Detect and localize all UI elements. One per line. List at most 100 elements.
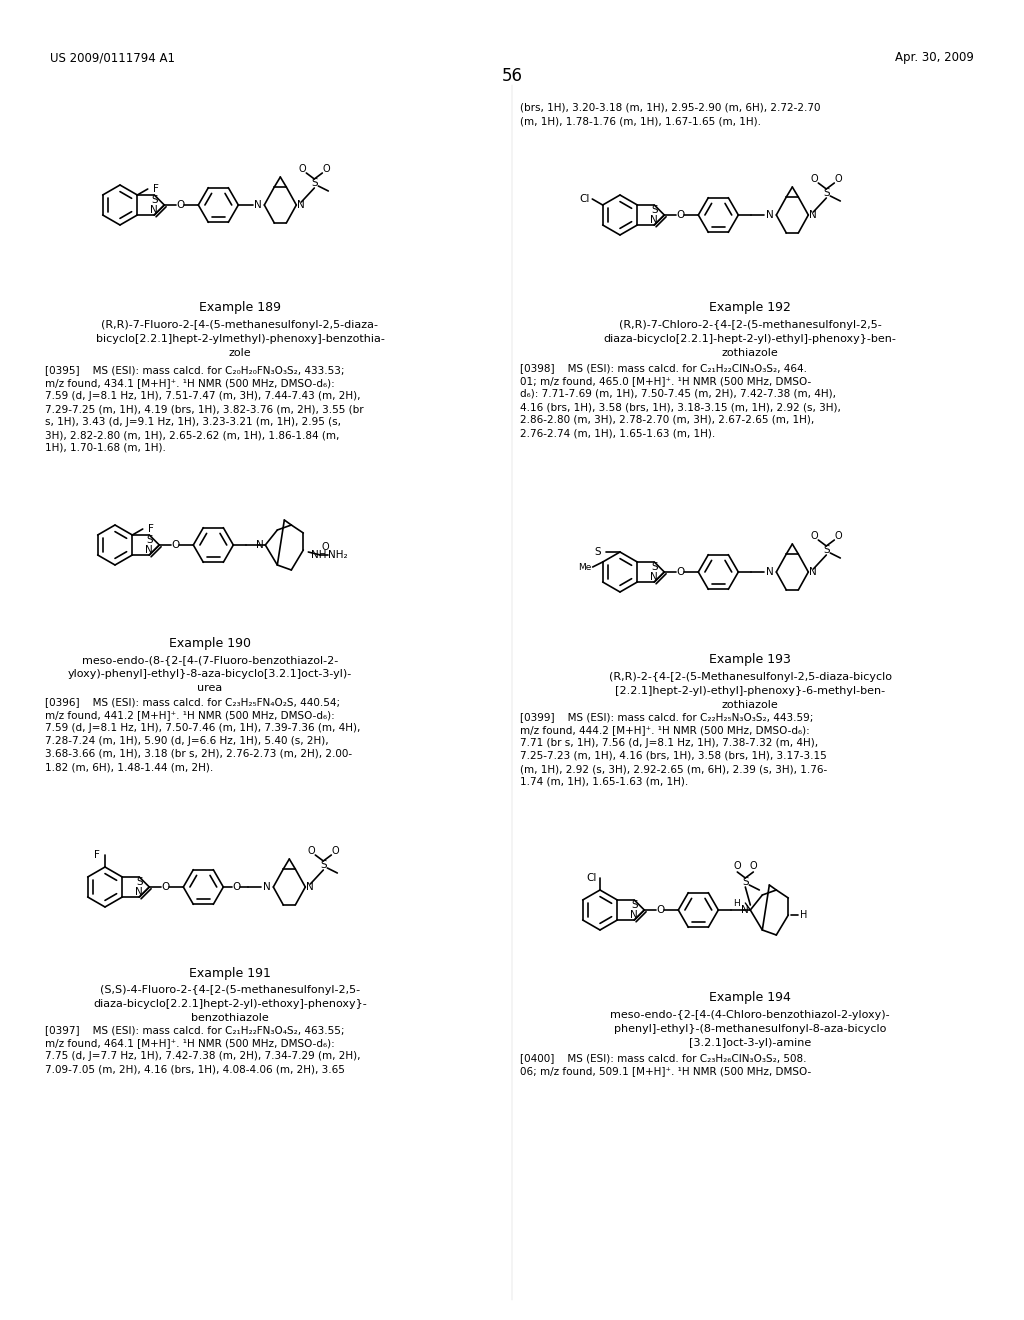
- Text: [0396]    MS (ESI): mass calcd. for C₂₃H₂₅FN₄O₂S, 440.54;: [0396] MS (ESI): mass calcd. for C₂₃H₂₅F…: [45, 697, 340, 708]
- Text: O: O: [811, 531, 818, 541]
- Text: Example 194: Example 194: [709, 991, 791, 1005]
- Text: 7.59 (d, J=8.1 Hz, 1H), 7.50-7.46 (m, 1H), 7.39-7.36 (m, 4H),: 7.59 (d, J=8.1 Hz, 1H), 7.50-7.46 (m, 1H…: [45, 723, 360, 733]
- Text: (S,S)-4-Fluoro-2-{4-[2-(5-methanesulfonyl-2,5-: (S,S)-4-Fluoro-2-{4-[2-(5-methanesulfony…: [100, 985, 360, 995]
- Text: d₆): 7.71-7.69 (m, 1H), 7.50-7.45 (m, 2H), 7.42-7.38 (m, 4H),: d₆): 7.71-7.69 (m, 1H), 7.50-7.45 (m, 2H…: [520, 389, 836, 399]
- Text: N: N: [650, 572, 658, 582]
- Text: N: N: [256, 540, 264, 550]
- Text: 01; m/z found, 465.0 [M+H]⁺. ¹H NMR (500 MHz, DMSO-: 01; m/z found, 465.0 [M+H]⁺. ¹H NMR (500…: [520, 376, 811, 385]
- Text: 1.82 (m, 6H), 1.48-1.44 (m, 2H).: 1.82 (m, 6H), 1.48-1.44 (m, 2H).: [45, 762, 213, 772]
- Text: 7.28-7.24 (m, 1H), 5.90 (d, J=6.6 Hz, 1H), 5.40 (s, 2H),: 7.28-7.24 (m, 1H), 5.90 (d, J=6.6 Hz, 1H…: [45, 737, 329, 746]
- Text: 56: 56: [502, 67, 522, 84]
- Text: urea: urea: [198, 682, 222, 693]
- Text: benzothiazole: benzothiazole: [191, 1012, 269, 1023]
- Text: zothiazole: zothiazole: [722, 348, 778, 358]
- Text: N: N: [254, 201, 262, 210]
- Text: O: O: [835, 174, 842, 183]
- Text: O: O: [299, 164, 306, 174]
- Text: Cl: Cl: [580, 194, 590, 205]
- Text: F: F: [147, 524, 154, 535]
- Text: N: N: [766, 210, 774, 220]
- Text: m/z found, 464.1 [M+H]⁺. ¹H NMR (500 MHz, DMSO-d₆):: m/z found, 464.1 [M+H]⁺. ¹H NMR (500 MHz…: [45, 1038, 335, 1048]
- Text: 7.29-7.25 (m, 1H), 4.19 (brs, 1H), 3.82-3.76 (m, 2H), 3.55 (br: 7.29-7.25 (m, 1H), 4.19 (brs, 1H), 3.82-…: [45, 404, 364, 414]
- Text: O: O: [176, 201, 184, 210]
- Text: zole: zole: [228, 348, 251, 358]
- Text: S: S: [146, 535, 153, 545]
- Text: S: S: [742, 876, 749, 887]
- Text: N: N: [650, 215, 658, 224]
- Text: S: S: [631, 900, 638, 909]
- Text: 1H), 1.70-1.68 (m, 1H).: 1H), 1.70-1.68 (m, 1H).: [45, 444, 166, 453]
- Text: O: O: [676, 568, 684, 577]
- Text: N: N: [631, 909, 638, 920]
- Text: m/z found, 434.1 [M+H]⁺. ¹H NMR (500 MHz, DMSO-d₆):: m/z found, 434.1 [M+H]⁺. ¹H NMR (500 MHz…: [45, 378, 335, 388]
- Text: O: O: [307, 846, 315, 855]
- Text: 4.16 (brs, 1H), 3.58 (brs, 1H), 3.18-3.15 (m, 1H), 2.92 (s, 3H),: 4.16 (brs, 1H), 3.58 (brs, 1H), 3.18-3.1…: [520, 403, 841, 412]
- Text: m/z found, 444.2 [M+H]⁺. ¹H NMR (500 MHz, DMSO-d₆):: m/z found, 444.2 [M+H]⁺. ¹H NMR (500 MHz…: [520, 725, 810, 735]
- Text: [0400]    MS (ESI): mass calcd. for C₂₃H₂₆ClN₃O₃S₂, 508.: [0400] MS (ESI): mass calcd. for C₂₃H₂₆C…: [520, 1053, 807, 1063]
- Text: N: N: [135, 887, 143, 898]
- Text: Example 189: Example 189: [199, 301, 281, 314]
- Text: Example 192: Example 192: [709, 301, 791, 314]
- Text: O: O: [232, 882, 241, 892]
- Text: O: O: [733, 861, 741, 871]
- Text: 7.59 (d, J=8.1 Hz, 1H), 7.51-7.47 (m, 3H), 7.44-7.43 (m, 2H),: 7.59 (d, J=8.1 Hz, 1H), 7.51-7.47 (m, 3H…: [45, 391, 360, 401]
- Text: 3.68-3.66 (m, 1H), 3.18 (br s, 2H), 2.76-2.73 (m, 2H), 2.00-: 3.68-3.66 (m, 1H), 3.18 (br s, 2H), 2.76…: [45, 748, 352, 759]
- Text: F: F: [94, 850, 100, 861]
- Text: phenyl]-ethyl}-(8-methanesulfonyl-8-aza-bicyclo: phenyl]-ethyl}-(8-methanesulfonyl-8-aza-…: [613, 1024, 886, 1034]
- Text: O: O: [811, 174, 818, 183]
- Text: 7.09-7.05 (m, 2H), 4.16 (brs, 1H), 4.08-4.06 (m, 2H), 3.65: 7.09-7.05 (m, 2H), 4.16 (brs, 1H), 4.08-…: [45, 1064, 345, 1074]
- Text: N: N: [263, 882, 271, 892]
- Text: O: O: [835, 531, 842, 541]
- Text: S: S: [823, 545, 829, 554]
- Text: H: H: [800, 909, 807, 920]
- Text: 2.86-2.80 (m, 3H), 2.78-2.70 (m, 3H), 2.67-2.65 (m, 1H),: 2.86-2.80 (m, 3H), 2.78-2.70 (m, 3H), 2.…: [520, 414, 814, 425]
- Text: s, 1H), 3.43 (d, J=9.1 Hz, 1H), 3.23-3.21 (m, 1H), 2.95 (s,: s, 1H), 3.43 (d, J=9.1 Hz, 1H), 3.23-3.2…: [45, 417, 341, 426]
- Text: (R,R)-2-{4-[2-(5-Methanesulfonyl-2,5-diaza-bicyclo: (R,R)-2-{4-[2-(5-Methanesulfonyl-2,5-dia…: [608, 672, 892, 682]
- Text: N: N: [306, 882, 314, 892]
- Text: Example 190: Example 190: [169, 636, 251, 649]
- Text: US 2009/0111794 A1: US 2009/0111794 A1: [50, 51, 175, 65]
- Text: N: N: [145, 545, 154, 554]
- Text: O: O: [332, 846, 339, 855]
- Text: S: S: [311, 178, 317, 187]
- Text: yloxy)-phenyl]-ethyl}-8-aza-bicyclo[3.2.1]oct-3-yl)-: yloxy)-phenyl]-ethyl}-8-aza-bicyclo[3.2.…: [68, 669, 352, 678]
- Text: S: S: [595, 546, 601, 557]
- Text: m/z found, 441.2 [M+H]⁺. ¹H NMR (500 MHz, DMSO-d₆):: m/z found, 441.2 [M+H]⁺. ¹H NMR (500 MHz…: [45, 710, 335, 719]
- Text: S: S: [321, 861, 327, 870]
- Text: 1.74 (m, 1H), 1.65-1.63 (m, 1H).: 1.74 (m, 1H), 1.65-1.63 (m, 1H).: [520, 777, 688, 787]
- Text: Cl: Cl: [587, 873, 597, 883]
- Text: 7.71 (br s, 1H), 7.56 (d, J=8.1 Hz, 1H), 7.38-7.32 (m, 4H),: 7.71 (br s, 1H), 7.56 (d, J=8.1 Hz, 1H),…: [520, 738, 818, 748]
- Text: S: S: [823, 187, 829, 198]
- Text: N: N: [741, 906, 750, 915]
- Text: (R,R)-7-Chloro-2-{4-[2-(5-methanesulfonyl-2,5-: (R,R)-7-Chloro-2-{4-[2-(5-methanesulfony…: [618, 319, 882, 330]
- Text: 3H), 2.82-2.80 (m, 1H), 2.65-2.62 (m, 1H), 1.86-1.84 (m,: 3H), 2.82-2.80 (m, 1H), 2.65-2.62 (m, 1H…: [45, 430, 339, 440]
- Text: [0397]    MS (ESI): mass calcd. for C₂₁H₂₂FN₃O₄S₂, 463.55;: [0397] MS (ESI): mass calcd. for C₂₁H₂₂F…: [45, 1026, 344, 1035]
- Text: Example 191: Example 191: [189, 966, 271, 979]
- Text: N: N: [297, 201, 305, 210]
- Text: O: O: [171, 540, 179, 550]
- Text: 2.76-2.74 (m, 1H), 1.65-1.63 (m, 1H).: 2.76-2.74 (m, 1H), 1.65-1.63 (m, 1H).: [520, 428, 715, 438]
- Text: O: O: [161, 882, 169, 892]
- Text: S: S: [651, 205, 657, 215]
- Text: [0398]    MS (ESI): mass calcd. for C₂₁H₂₂ClN₃O₃S₂, 464.: [0398] MS (ESI): mass calcd. for C₂₁H₂₂C…: [520, 363, 807, 374]
- Text: NH: NH: [311, 550, 327, 560]
- Text: [0395]    MS (ESI): mass calcd. for C₂₀H₂₀FN₃O₃S₂, 433.53;: [0395] MS (ESI): mass calcd. for C₂₀H₂₀F…: [45, 366, 344, 375]
- Text: meso-endo-{2-[4-(4-Chloro-benzothiazol-2-yloxy)-: meso-endo-{2-[4-(4-Chloro-benzothiazol-2…: [610, 1010, 890, 1020]
- Text: 7.75 (d, J=7.7 Hz, 1H), 7.42-7.38 (m, 2H), 7.34-7.29 (m, 2H),: 7.75 (d, J=7.7 Hz, 1H), 7.42-7.38 (m, 2H…: [45, 1051, 360, 1061]
- Text: (m, 1H), 1.78-1.76 (m, 1H), 1.67-1.65 (m, 1H).: (m, 1H), 1.78-1.76 (m, 1H), 1.67-1.65 (m…: [520, 116, 761, 125]
- Text: S: S: [651, 562, 657, 572]
- Text: F: F: [153, 183, 159, 194]
- Text: N: N: [766, 568, 774, 577]
- Text: N: N: [151, 205, 158, 215]
- Text: O: O: [323, 164, 330, 174]
- Text: (m, 1H), 2.92 (s, 3H), 2.92-2.65 (m, 6H), 2.39 (s, 3H), 1.76-: (m, 1H), 2.92 (s, 3H), 2.92-2.65 (m, 6H)…: [520, 764, 827, 774]
- Text: O: O: [750, 861, 757, 871]
- Text: (brs, 1H), 3.20-3.18 (m, 1H), 2.95-2.90 (m, 6H), 2.72-2.70: (brs, 1H), 3.20-3.18 (m, 1H), 2.95-2.90 …: [520, 103, 820, 114]
- Text: Apr. 30, 2009: Apr. 30, 2009: [895, 51, 974, 65]
- Text: H: H: [733, 899, 739, 908]
- Text: NH₂: NH₂: [329, 550, 348, 560]
- Text: bicyclo[2.2.1]hept-2-ylmethyl)-phenoxy]-benzothia-: bicyclo[2.2.1]hept-2-ylmethyl)-phenoxy]-…: [95, 334, 384, 345]
- Text: Me: Me: [578, 562, 592, 572]
- Text: O: O: [322, 543, 329, 552]
- Text: O: O: [656, 906, 665, 915]
